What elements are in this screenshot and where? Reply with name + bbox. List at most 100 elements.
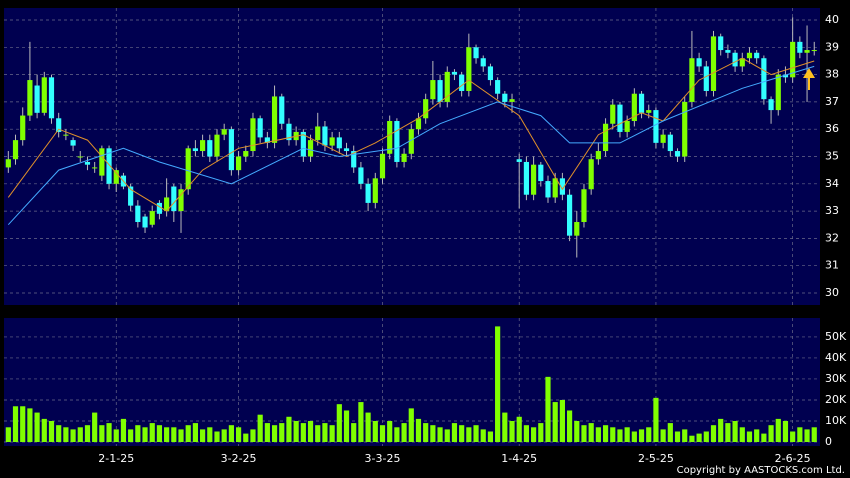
candle-body [329, 137, 335, 146]
volume-bar [610, 427, 616, 443]
y-tick-label: 30 [825, 286, 839, 299]
volume-bar [790, 431, 796, 443]
volume-bar [235, 427, 242, 443]
volume-bar [710, 425, 717, 443]
volume-bar [329, 425, 335, 443]
candle-body [804, 50, 810, 53]
candle-body [588, 159, 594, 190]
volume-bar [804, 429, 810, 443]
volume-bar [185, 425, 191, 443]
volume-tick-label: 0 [825, 435, 832, 448]
candle-body [77, 156, 83, 158]
candle-body [480, 58, 486, 67]
volume-bar [782, 420, 789, 443]
candle-body [451, 71, 458, 75]
volume-tick-label: 40K [825, 351, 847, 364]
candle-body [638, 93, 645, 113]
volume-bar [322, 423, 328, 443]
volume-bar [135, 425, 141, 443]
volume-bar [228, 425, 234, 443]
candle-body [653, 110, 659, 143]
candle-body [689, 58, 695, 102]
x-tick-label: 2-5-25 [638, 452, 674, 465]
y-tick-label: 38 [825, 68, 839, 81]
x-tick-label: 3-3-25 [365, 452, 401, 465]
volume-bar [602, 425, 609, 443]
volume-bar [480, 429, 486, 443]
volume-bar [581, 425, 587, 443]
volume-bar [358, 402, 364, 443]
volume-bar [459, 425, 465, 443]
candle-body [415, 118, 422, 130]
candle-body [84, 161, 91, 165]
candle-body [271, 96, 278, 143]
candle-body [214, 134, 220, 157]
candle-body [739, 58, 745, 67]
candle-body [372, 178, 378, 203]
candle-body [545, 181, 551, 198]
volume-bar [624, 427, 630, 443]
candle-body [761, 58, 767, 100]
volume-bar [221, 429, 227, 443]
candle-body [775, 74, 781, 111]
volume-bar [164, 427, 170, 443]
x-tick-label: 2-6-25 [775, 452, 811, 465]
volume-bar [682, 429, 688, 443]
volume-bar [300, 423, 306, 443]
volume-bar [178, 429, 184, 443]
volume-bar [696, 433, 702, 443]
candle-body [617, 104, 623, 132]
candle-body [171, 186, 177, 212]
candle-body [12, 140, 19, 160]
candle-body [466, 47, 472, 91]
volume-bar [502, 412, 508, 443]
volume-bar [487, 431, 494, 443]
volume-bar [401, 423, 407, 443]
candle-body [444, 71, 450, 102]
volume-bar [566, 410, 573, 443]
volume-bar [552, 402, 558, 443]
candle-body [41, 77, 47, 113]
candle-body [135, 205, 141, 223]
volume-bar [56, 425, 62, 443]
volume-bar [660, 429, 666, 443]
candle-body [250, 118, 256, 152]
candle-body [538, 164, 544, 182]
volume-bar [27, 408, 33, 443]
candle-body [243, 151, 249, 157]
volume-bar [768, 425, 774, 443]
candle-body [667, 134, 673, 152]
volume-bar [214, 431, 220, 443]
volume-bar [192, 423, 198, 443]
y-tick-label: 36 [825, 122, 839, 135]
volume-bar [120, 418, 127, 443]
candle-body [782, 74, 789, 78]
candle-body [351, 151, 357, 168]
volume-bar [34, 412, 40, 443]
candle-body [56, 118, 62, 132]
volume-bar [156, 425, 163, 443]
volume-tick-label: 50K [825, 330, 847, 343]
volume-bar [811, 427, 817, 443]
candle-body [315, 126, 321, 141]
candle-body [142, 216, 148, 228]
candle-body [725, 50, 731, 53]
volume-bar [63, 427, 69, 443]
volume-bar [207, 427, 213, 443]
copyright: Copyright by AASTOCKS.com Ltd. [677, 465, 845, 476]
candle-body [336, 137, 342, 149]
candle-body [5, 159, 11, 168]
volume-bar [466, 427, 472, 443]
volume-bar [264, 423, 270, 443]
candle-body [307, 140, 314, 157]
candle-body [149, 211, 155, 225]
candle-body [430, 80, 436, 100]
volume-tick-label: 30K [825, 372, 847, 385]
volume-bar [653, 397, 659, 443]
candle-body [502, 93, 508, 102]
volume-bar [437, 427, 443, 443]
volume-bar [617, 429, 623, 443]
volume-bar [538, 423, 544, 443]
candle-body [164, 197, 170, 212]
volume-bar [257, 414, 263, 443]
